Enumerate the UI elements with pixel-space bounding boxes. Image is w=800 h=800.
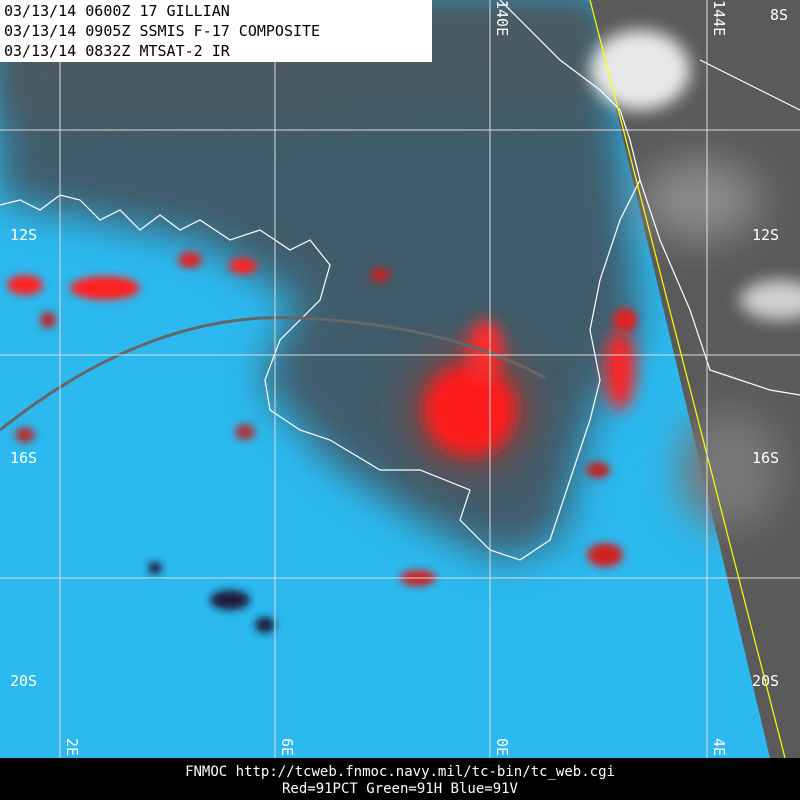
lat-label: 20S <box>10 672 37 690</box>
lat-label: 12S <box>752 226 779 244</box>
lat-label: 12S <box>10 226 37 244</box>
footer-line: Red=91PCT Green=91H Blue=91V <box>282 781 519 797</box>
lon-label: 140E <box>493 0 511 36</box>
header-line: 03/13/14 0832Z MTSAT-2 IR <box>4 42 231 60</box>
lat-label: 8S <box>770 6 788 24</box>
precip-blobs <box>7 252 637 633</box>
lat-label: 16S <box>10 449 37 467</box>
lat-label: 20S <box>752 672 779 690</box>
footer-line: FNMOC http://tcweb.fnmoc.navy.mil/tc-bin… <box>185 764 615 780</box>
imagery <box>0 0 800 758</box>
lon-label: 4E <box>710 738 728 756</box>
header-box <box>0 0 432 62</box>
header-line: 03/13/14 0600Z 17 GILLIAN <box>4 2 230 20</box>
lon-label: 0E <box>493 738 511 756</box>
grid <box>0 0 800 758</box>
lon-label: 2E <box>63 738 81 756</box>
header-line: 03/13/14 0905Z SSMIS F-17 COMPOSITE <box>4 22 320 40</box>
lat-label: 16S <box>752 449 779 467</box>
coastline <box>0 0 800 561</box>
lon-label: 144E <box>710 0 728 36</box>
lon-label: 6E <box>278 738 296 756</box>
